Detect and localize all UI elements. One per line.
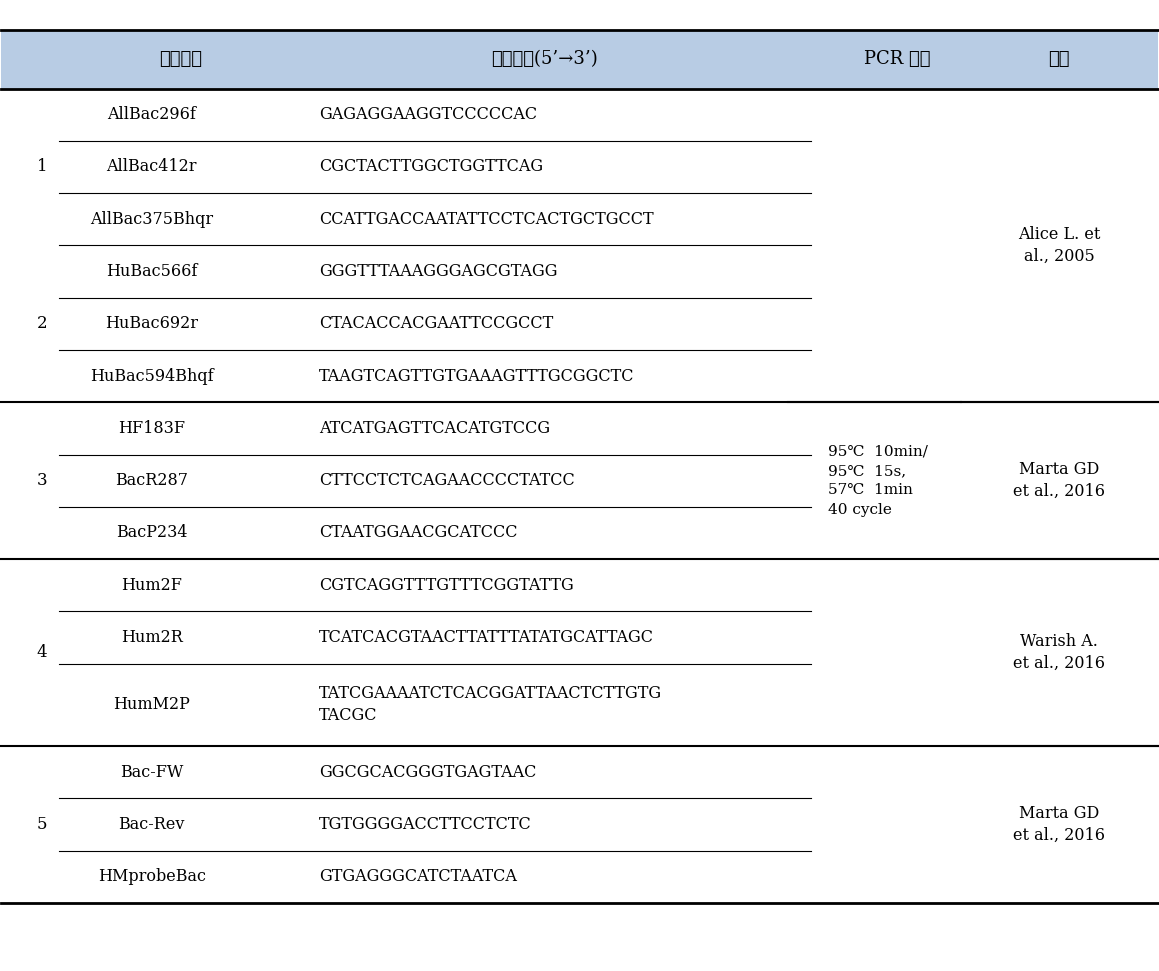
Text: GGCGCACGGGTGAGTAAC: GGCGCACGGGTGAGTAAC	[320, 763, 537, 781]
Text: 3: 3	[37, 472, 48, 489]
Text: GAGAGGAAGGTCCCCCAC: GAGAGGAAGGTCCCCCAC	[320, 106, 538, 123]
Text: Warish A.
et al., 2016: Warish A. et al., 2016	[1013, 633, 1106, 672]
Text: CTAATGGAACGCATCCC: CTAATGGAACGCATCCC	[320, 524, 518, 542]
Text: CTACACCACGAATTCCGCCT: CTACACCACGAATTCCGCCT	[320, 316, 554, 332]
Text: BacP234: BacP234	[116, 524, 188, 542]
Text: Bac-FW: Bac-FW	[121, 763, 183, 781]
Text: 프라이머: 프라이머	[159, 50, 202, 69]
Text: AllBac375Bhqr: AllBac375Bhqr	[90, 211, 213, 228]
Text: TGTGGGGACCTTCCTCTC: TGTGGGGACCTTCCTCTC	[320, 816, 532, 833]
Text: PCR 조건: PCR 조건	[865, 50, 931, 69]
Text: CTTCCTCTCAGAACCCCTATCC: CTTCCTCTCAGAACCCCTATCC	[320, 472, 575, 489]
Text: Alice L. et
al., 2005: Alice L. et al., 2005	[1018, 226, 1101, 265]
Text: HuBac566f: HuBac566f	[105, 263, 197, 280]
Text: AllBac412r: AllBac412r	[107, 158, 197, 176]
Text: TAAGTCAGTTGTGAAAGTTTGCGGCTC: TAAGTCAGTTGTGAAAGTTTGCGGCTC	[320, 368, 635, 385]
Text: BacR287: BacR287	[115, 472, 188, 489]
Text: 염기서열(5’→3’): 염기서열(5’→3’)	[491, 50, 598, 69]
Text: CCATTGACCAATATTCCTCACTGCTGCCT: CCATTGACCAATATTCCTCACTGCTGCCT	[320, 211, 654, 228]
FancyBboxPatch shape	[1, 30, 1158, 88]
Text: 5: 5	[37, 816, 48, 833]
Text: HumM2P: HumM2P	[114, 696, 190, 714]
Text: HuBac594Bhqf: HuBac594Bhqf	[90, 368, 213, 385]
Text: TATCGAAAATCTCACGGATTAACTCTTGTG
TACGC: TATCGAAAATCTCACGGATTAACTCTTGTG TACGC	[320, 686, 663, 724]
Text: Hum2F: Hum2F	[122, 577, 182, 593]
Text: Hum2R: Hum2R	[121, 629, 183, 646]
Text: Bac-Rev: Bac-Rev	[118, 816, 185, 833]
Text: 1: 1	[37, 158, 48, 176]
Text: HMprobeBac: HMprobeBac	[97, 868, 205, 886]
Text: Marta GD
et al., 2016: Marta GD et al., 2016	[1013, 805, 1106, 844]
Text: 2: 2	[37, 316, 48, 332]
Text: GGGTTTAAAGGGAGCGTAGG: GGGTTTAAAGGGAGCGTAGG	[320, 263, 557, 280]
Text: 출처: 출처	[1049, 50, 1070, 69]
Text: TCATCACGTAACTTATTTATATGCATTAGC: TCATCACGTAACTTATTTATATGCATTAGC	[320, 629, 655, 646]
Text: CGCTACTTGGCTGGTTCAG: CGCTACTTGGCTGGTTCAG	[320, 158, 544, 176]
Text: AllBac296f: AllBac296f	[108, 106, 196, 123]
Text: Marta GD
et al., 2016: Marta GD et al., 2016	[1013, 461, 1106, 500]
Text: CGTCAGGTTTGTTTCGGTATTG: CGTCAGGTTTGTTTCGGTATTG	[320, 577, 574, 593]
Text: HF183F: HF183F	[118, 419, 185, 437]
Text: ATCATGAGTTCACATGTCCG: ATCATGAGTTCACATGTCCG	[320, 419, 551, 437]
Text: HuBac692r: HuBac692r	[105, 316, 198, 332]
Text: 4: 4	[37, 644, 48, 661]
Text: 95℃  10min/
95℃  15s,
57℃  1min
40 cycle: 95℃ 10min/ 95℃ 15s, 57℃ 1min 40 cycle	[828, 445, 928, 517]
Text: GTGAGGGCATCTAATCA: GTGAGGGCATCTAATCA	[320, 868, 517, 886]
